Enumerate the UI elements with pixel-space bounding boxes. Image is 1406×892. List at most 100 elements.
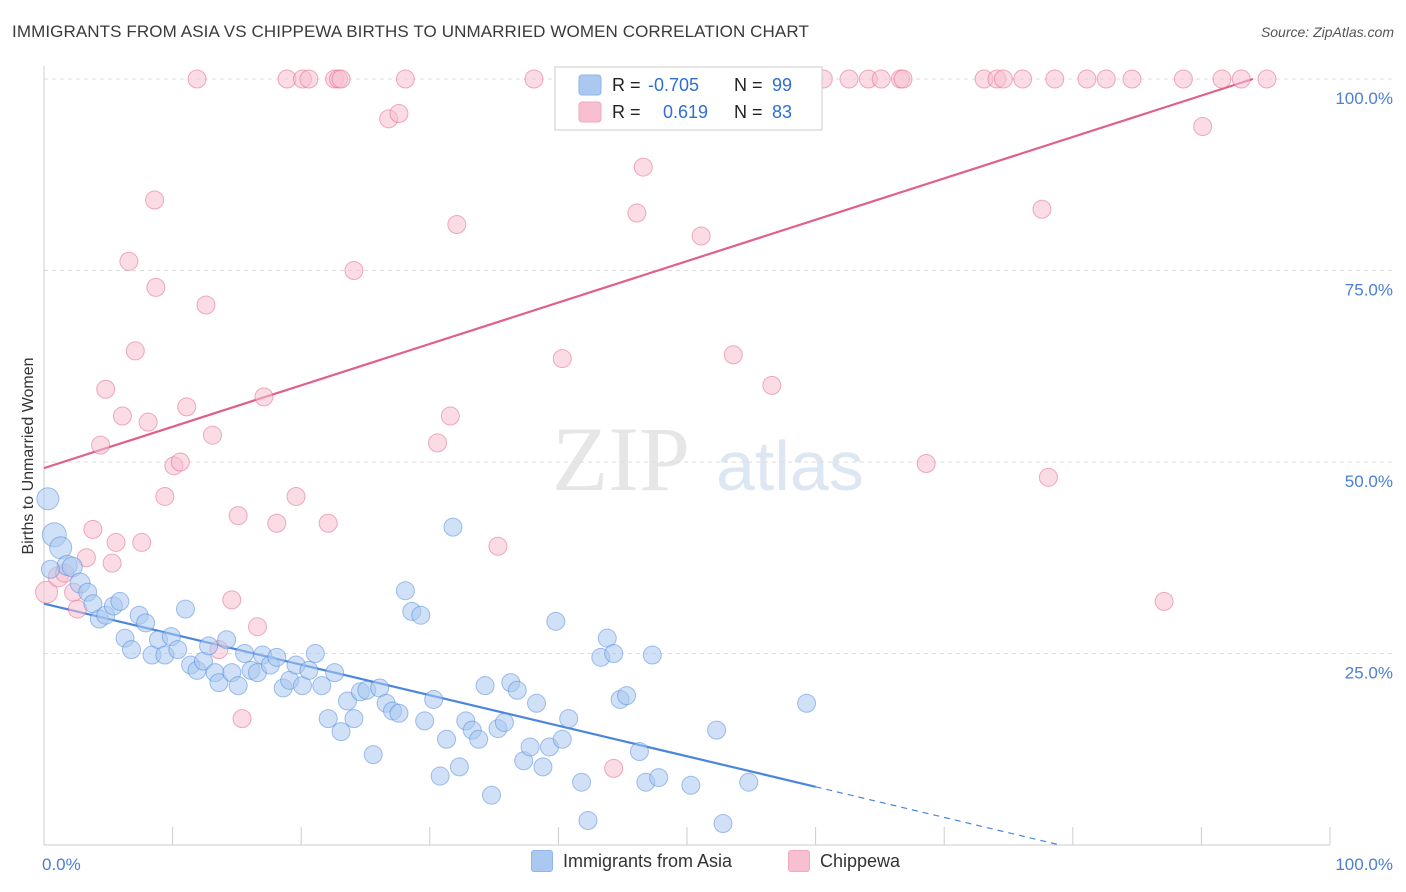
data-point <box>175 599 195 619</box>
data-point <box>520 737 540 757</box>
data-point <box>286 486 306 506</box>
legend-n-value-asia: 99 <box>772 75 792 95</box>
data-point <box>1122 69 1142 89</box>
data-point <box>739 772 759 792</box>
data-point <box>415 711 435 731</box>
data-point <box>235 644 255 663</box>
data-point <box>437 729 457 749</box>
data-point <box>494 712 514 732</box>
legend-r-value-asia: -0.705 <box>648 75 699 95</box>
legend-swatch-asia <box>578 74 602 96</box>
watermark-atlas: atlas <box>716 427 864 505</box>
data-point <box>993 69 1013 89</box>
data-point <box>389 703 409 723</box>
data-point <box>232 709 252 729</box>
data-point <box>507 680 527 700</box>
x-tick-label: 0.0% <box>42 855 81 874</box>
data-point <box>649 768 669 788</box>
watermark: ZIP atlas <box>552 408 864 510</box>
legend-n-label-asia: N = <box>734 75 763 95</box>
data-point <box>395 69 415 89</box>
data-point <box>839 69 859 89</box>
data-point <box>196 295 216 315</box>
data-point <box>318 709 338 729</box>
series-label-chippewa: Chippewa <box>820 850 901 871</box>
watermark-zip: ZIP <box>552 408 690 510</box>
data-point <box>533 757 553 777</box>
data-point <box>83 519 103 539</box>
data-point <box>305 644 325 663</box>
data-point <box>546 611 566 631</box>
data-point <box>96 379 116 399</box>
data-point <box>146 277 166 297</box>
series-chippewa <box>35 69 1277 778</box>
chart-title: IMMIGRANTS FROM ASIA VS CHIPPEWA BIRTHS … <box>12 22 809 41</box>
data-point <box>916 454 936 474</box>
data-point <box>91 435 111 455</box>
data-point <box>642 645 662 665</box>
legend-n-value-chippewa: 83 <box>772 102 792 122</box>
data-point <box>1096 69 1116 89</box>
data-point <box>222 590 242 610</box>
data-point <box>110 591 130 611</box>
legend-n-label-chippewa: N = <box>734 102 763 122</box>
data-point <box>1154 591 1174 611</box>
legend-r-label-asia: R = <box>612 75 641 95</box>
data-point <box>1193 116 1213 136</box>
data-point <box>395 581 415 601</box>
data-point <box>1231 69 1251 89</box>
trend-line-extension <box>815 786 1061 846</box>
data-point <box>524 69 544 89</box>
data-point <box>449 757 469 777</box>
data-point <box>691 226 711 246</box>
legend-r-value-chippewa: 0.619 <box>663 102 708 122</box>
data-point <box>707 720 727 740</box>
data-point <box>145 190 165 210</box>
y-tick-label: 100.0% <box>1335 89 1393 108</box>
data-point <box>527 693 547 713</box>
data-point <box>177 397 197 417</box>
series-legend-asia: Immigrants from Asia <box>531 850 732 872</box>
axes: 25.0% 50.0% 75.0% 100.0% 0.0% 100.0% <box>42 66 1393 874</box>
data-point <box>1077 69 1097 89</box>
data-point <box>168 640 188 660</box>
data-point <box>617 686 637 706</box>
data-point <box>247 617 267 637</box>
series-swatch-asia <box>531 850 553 872</box>
trend-line-chippewa <box>43 77 1254 470</box>
data-point <box>713 814 733 834</box>
source-credit: Source: ZipAtlas.com <box>1260 24 1394 40</box>
data-point <box>267 647 287 667</box>
data-point <box>125 341 145 361</box>
data-point <box>112 406 132 426</box>
data-point <box>312 676 332 696</box>
data-point <box>299 69 319 89</box>
legend-swatch-chippewa <box>578 101 602 123</box>
x-tick-label: 100.0% <box>1335 855 1393 874</box>
data-point <box>228 506 248 526</box>
data-point <box>331 722 351 742</box>
data-point <box>36 487 60 511</box>
data-point <box>552 349 572 369</box>
data-point <box>331 69 351 89</box>
data-point <box>254 387 274 407</box>
data-point <box>443 517 463 537</box>
data-point <box>604 644 624 663</box>
data-point <box>871 69 891 89</box>
data-point <box>102 553 122 573</box>
data-point <box>267 513 287 533</box>
data-point <box>447 215 467 235</box>
data-point <box>138 412 158 432</box>
data-point <box>199 636 219 656</box>
data-point <box>325 663 345 683</box>
data-point <box>482 785 502 805</box>
data-point <box>424 689 444 709</box>
data-point <box>318 513 338 533</box>
data-point <box>440 406 460 426</box>
data-point <box>572 772 592 792</box>
data-point <box>578 810 598 830</box>
data-point <box>337 691 357 711</box>
data-point <box>559 709 579 729</box>
data-points <box>35 69 1277 834</box>
data-point <box>1013 69 1033 89</box>
